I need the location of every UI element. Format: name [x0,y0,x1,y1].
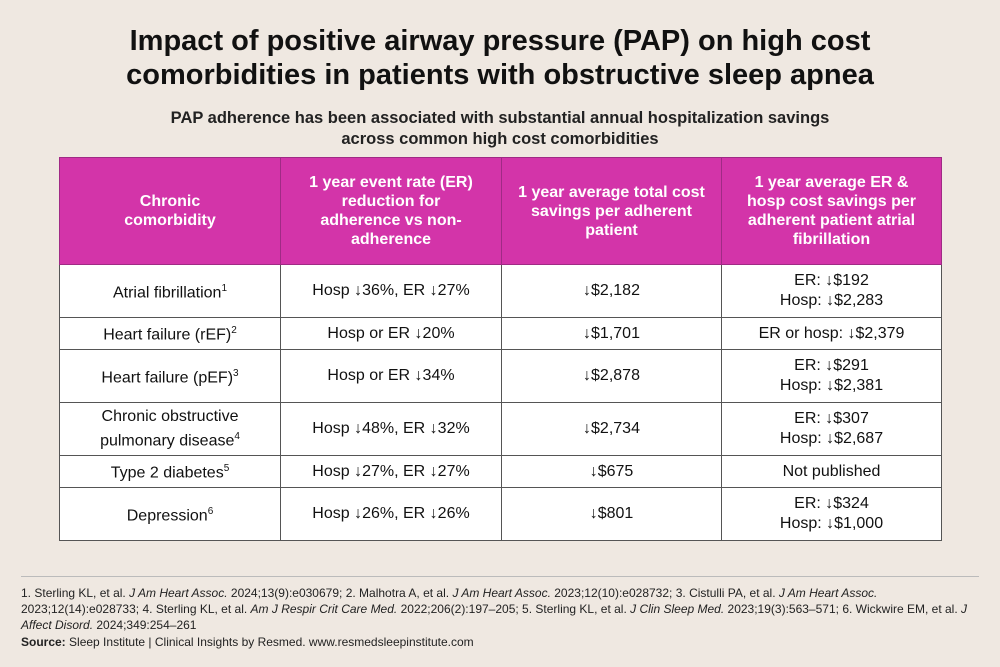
table-row: Chronic obstructive pulmonary disease4 Ho… [59,402,942,456]
comorbidity-name: Atrial fibrillation [112,284,222,302]
reference-item: 6. Wickwire EM, et al. J Affect Disord. … [21,602,967,632]
savings-line: Hosp: ↓$2,381 [779,377,884,394]
savings-line: ER: ↓$192 [794,272,869,289]
savings-line: ER: ↓$307 [794,410,869,427]
reference-journal: J Am Heart Assoc. [129,586,228,600]
savings-line: Not published [782,462,881,480]
cell-comorbidity: Heart failure (pEF)3 [59,349,281,403]
reference-num: 3. [675,586,686,600]
savings-line: ER: ↓$324 [794,495,869,512]
reference-superscript: 1 [221,282,228,294]
cell-er-hosp-savings: ER: ↓$324 Hosp: ↓$1,000 [721,487,942,541]
source-line: Source: Sleep Institute | Clinical Insig… [21,634,979,650]
table-header-row: Chronic comorbidity 1 year event rate (E… [59,157,942,265]
cell-comorbidity: Type 2 diabetes5 [59,455,281,488]
table-row: Type 2 diabetes5 Hosp ↓27%, ER ↓27% ↓$675 N… [59,455,942,488]
source-text: Sleep Institute | Clinical Insights by R… [69,635,474,649]
comorbidity-name: Chronic obstructive pulmonary disease [100,407,239,450]
reference-num: 5. [522,602,533,616]
comorbidity-name: Heart failure (pEF) [101,369,234,387]
reference-item: 3. Cistulli PA, et al. J Am Heart Assoc.… [21,586,877,616]
cell-total-savings: ↓$1,701 [501,317,722,350]
references: 1. Sterling KL, et al. J Am Heart Assoc.… [21,585,979,633]
cell-event-rate: Hosp or ER ↓34% [280,349,502,403]
reference-num: 4. [142,602,153,616]
cell-comorbidity: Heart failure (rEF)2 [59,317,281,350]
cell-event-rate: Hosp ↓27%, ER ↓27% [280,455,502,488]
subtitle-line-2: across common high cost comorbidities [341,130,659,148]
reference-cite: 2023;19(3):563–571; [727,602,839,616]
header-er-hosp-savings: 1 year average ER & hosp cost savings pe… [721,157,942,265]
reference-authors: Wickwire EM, et al. [855,602,958,616]
savings-line: Hosp: ↓$1,000 [779,515,884,532]
reference-cite: 2024;349:254–261 [96,618,197,632]
cell-total-savings: ↓$2,182 [501,264,722,318]
table-row: Atrial fibrillation1 Hosp ↓36%, ER ↓27% ↓$… [59,264,942,318]
table-row: Heart failure (pEF)3 Hosp or ER ↓34% ↓$2,8… [59,349,942,403]
savings-line: ER or hosp: ↓$2,379 [758,324,905,342]
table-row: Depression6 Hosp ↓26%, ER ↓26% ↓$801 ER: ↓$… [59,487,942,541]
reference-item: 1. Sterling KL, et al. J Am Heart Assoc.… [21,586,346,600]
reference-cite: 2022;206(2):197–205; [400,602,519,616]
table-row: Heart failure (rEF)2 Hosp or ER ↓20% ↓$1,7… [59,317,942,350]
reference-journal: Am J Respir Crit Care Med. [250,602,398,616]
comorbidity-name: Depression [126,507,208,525]
reference-authors: Malhotra A, et al. [359,586,450,600]
savings-line: ER: ↓$291 [794,357,869,374]
header-event-rate: 1 year event rate (ER) reduction for adh… [280,157,502,265]
cell-event-rate: Hosp or ER ↓20% [280,317,502,350]
cell-er-hosp-savings: ER: ↓$192 Hosp: ↓$2,283 [721,264,942,318]
reference-superscript: 5 [223,463,230,475]
comorbidity-table: Chronic comorbidity 1 year event rate (E… [59,157,942,541]
cell-comorbidity: Chronic obstructive pulmonary disease4 [59,402,281,456]
cell-event-rate: Hosp ↓36%, ER ↓27% [280,264,502,318]
title-line-2: comorbidities in patients with obstructi… [126,59,874,91]
reference-authors: Sterling KL, et al. [155,602,248,616]
reference-superscript: 4 [234,430,240,442]
page-title: Impact of positive airway pressure (PAP)… [0,24,1000,92]
reference-cite: 2024;13(9):e030679; [230,586,343,600]
cell-total-savings: ↓$675 [501,455,722,488]
reference-num: 6. [842,602,853,616]
reference-num: 1. [21,586,32,600]
cell-event-rate: Hosp ↓26%, ER ↓26% [280,487,502,541]
cell-event-rate: Hosp ↓48%, ER ↓32% [280,402,502,456]
reference-journal: J Am Heart Assoc. [452,586,551,600]
reference-superscript: 2 [231,325,237,337]
savings-line: Hosp: ↓$2,283 [779,292,884,309]
reference-num: 2. [345,586,356,600]
subtitle-line-1: PAP adherence has been associated with s… [170,109,830,127]
header-total-savings: 1 year average total cost savings per ad… [501,157,722,265]
reference-item: 5. Sterling KL, et al. J Clin Sleep Med.… [522,602,842,616]
cell-er-hosp-savings: ER: ↓$291 Hosp: ↓$2,381 [721,349,942,403]
cell-comorbidity: Atrial fibrillation1 [59,264,281,318]
reference-item: 4. Sterling KL, et al. Am J Respir Crit … [142,602,522,616]
comorbidity-name: Type 2 diabetes [110,464,224,482]
header-comorbidity: Chronic comorbidity [59,157,281,265]
cell-er-hosp-savings: Not published [721,455,942,488]
cell-comorbidity: Depression6 [59,487,281,541]
footer: 1. Sterling KL, et al. J Am Heart Assoc.… [21,576,979,650]
cell-er-hosp-savings: ER: ↓$307 Hosp: ↓$2,687 [721,402,942,456]
page-subtitle: PAP adherence has been associated with s… [0,108,1000,150]
reference-journal: J Clin Sleep Med. [630,602,725,616]
reference-journal: J Am Heart Assoc. [778,586,878,600]
reference-authors: Sterling KL, et al. [34,586,126,600]
reference-superscript: 3 [233,367,239,379]
cell-total-savings: ↓$2,878 [501,349,722,403]
reference-superscript: 6 [207,505,214,517]
savings-line: Hosp: ↓$2,687 [779,430,884,447]
reference-cite: 2023;12(14):e028733; [21,602,140,616]
reference-journal: J Affect Disord. [21,602,968,632]
source-label: Source: [21,635,66,649]
cell-total-savings: ↓$801 [501,487,722,541]
reference-authors: Cistulli PA, et al. [689,586,776,600]
cell-total-savings: ↓$2,734 [501,402,722,456]
reference-item: 2. Malhotra A, et al. J Am Heart Assoc. … [346,586,676,600]
cell-er-hosp-savings: ER or hosp: ↓$2,379 [721,317,942,350]
reference-cite: 2023;12(10):e028732; [554,586,673,600]
comorbidity-name: Heart failure (rEF) [103,326,232,344]
reference-authors: Sterling KL, et al. [535,602,627,616]
title-line-1: Impact of positive airway pressure (PAP)… [129,25,871,57]
